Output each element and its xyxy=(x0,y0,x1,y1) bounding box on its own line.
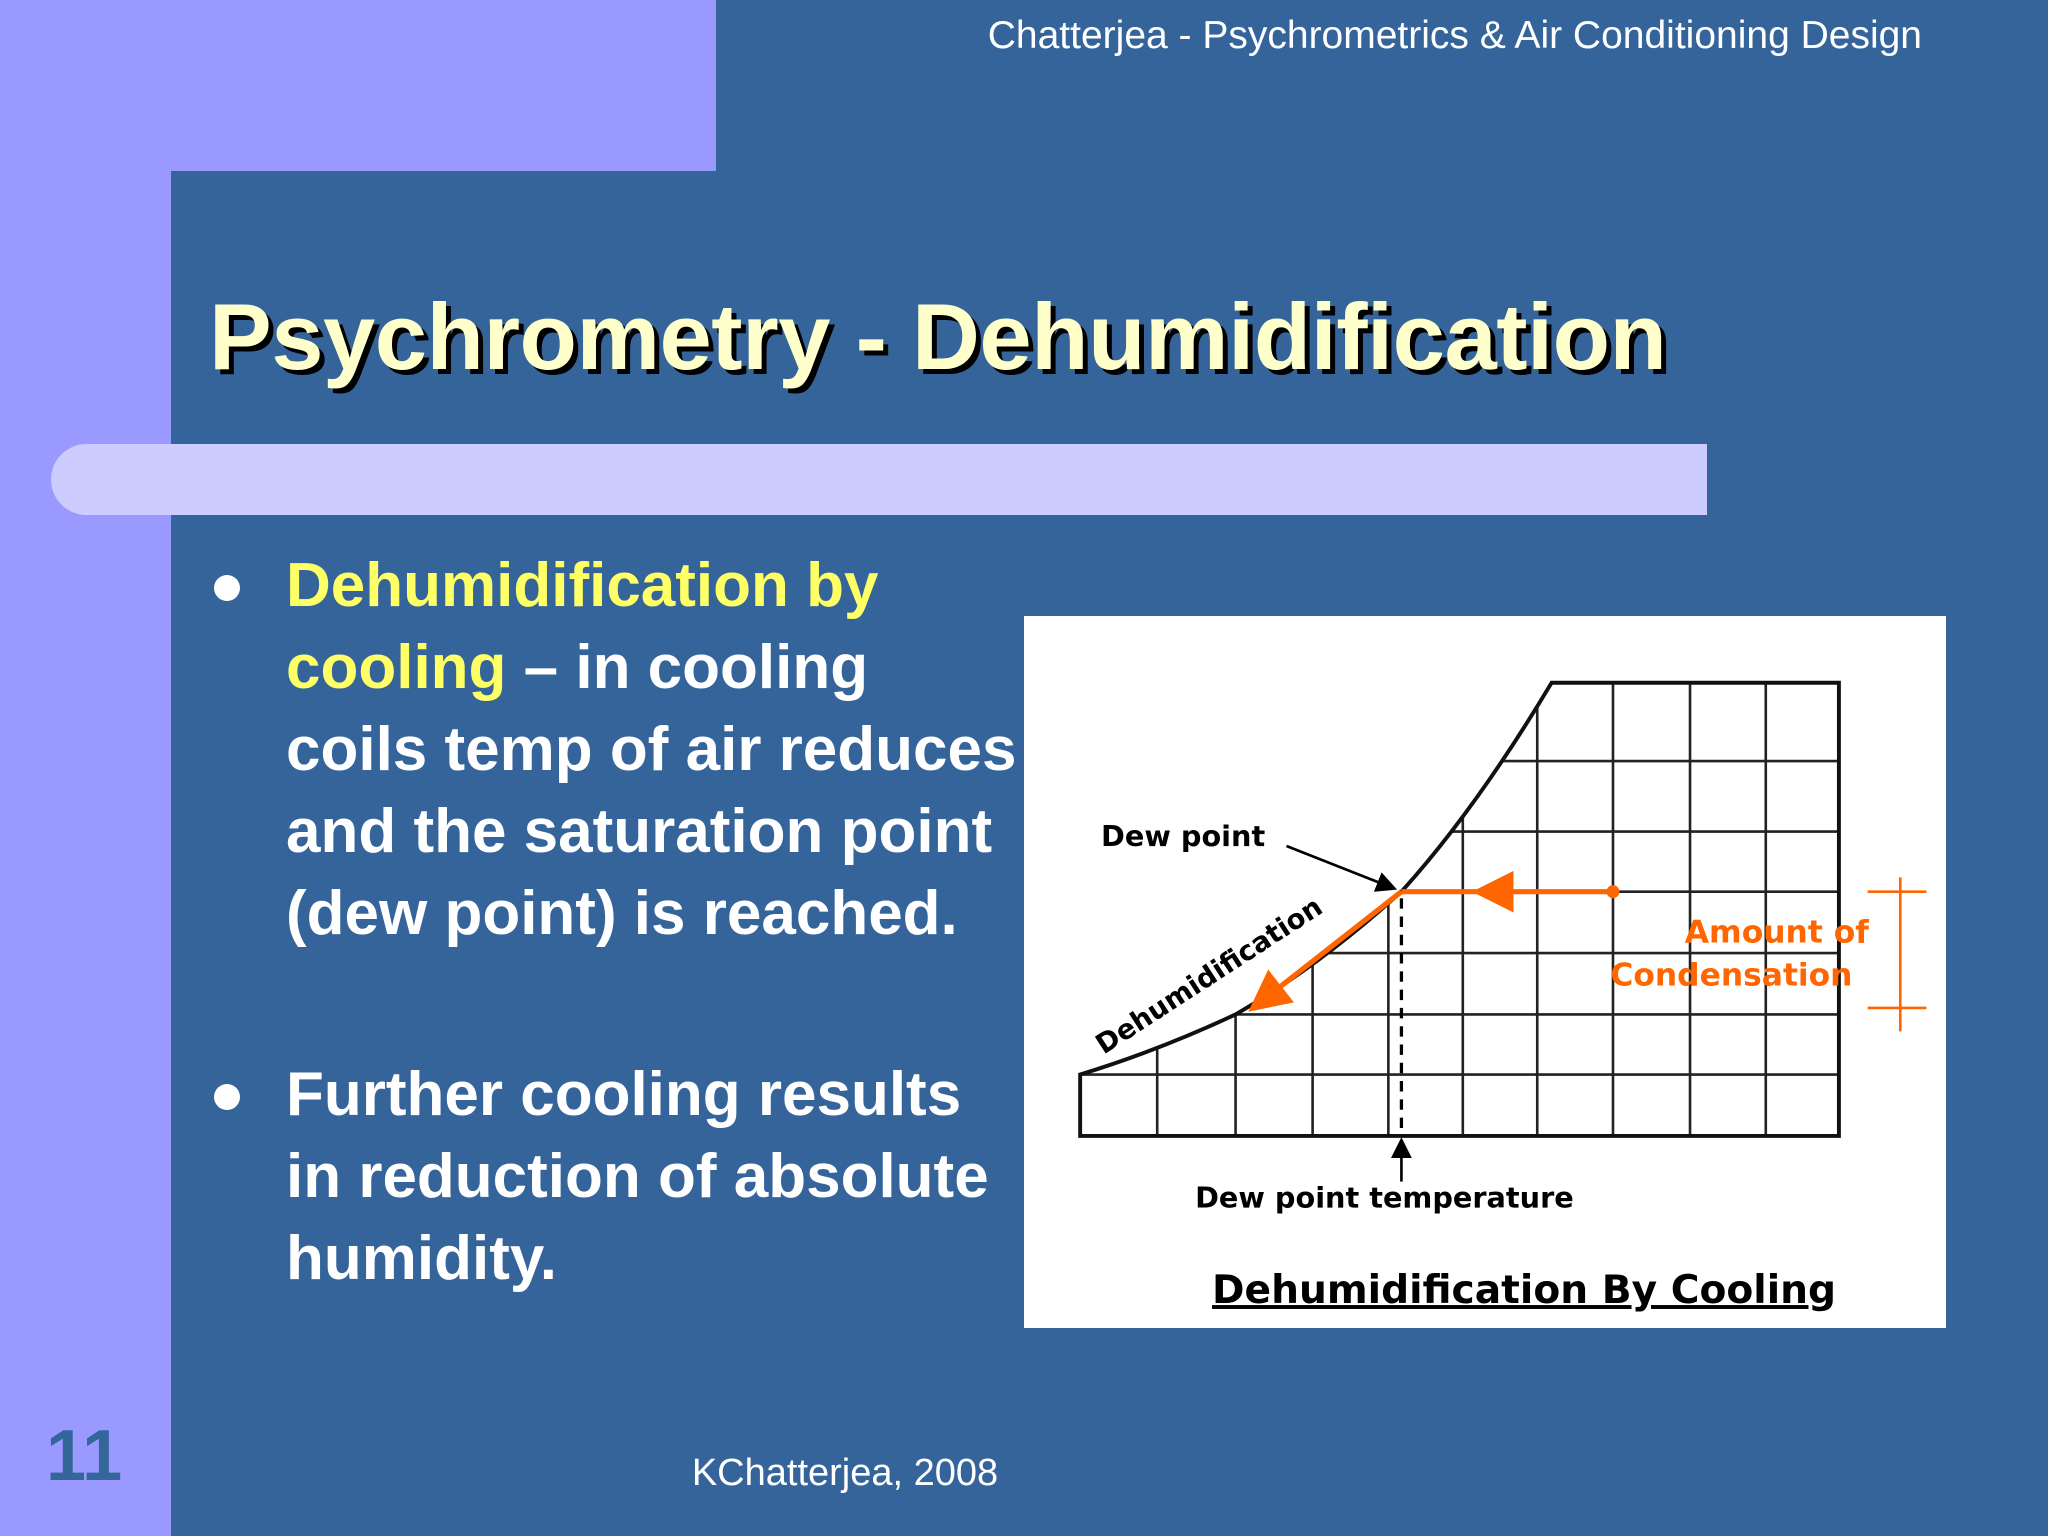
slide-title: Psychrometry - Dehumidification xyxy=(209,284,1667,389)
bracket xyxy=(1867,877,1927,1032)
bullet: Dehumidification by cooling – in cooling… xyxy=(212,545,1022,955)
footer: KChatterjea, 2008 xyxy=(691,1452,999,1494)
bullet: Further cooling results in reduction of … xyxy=(212,1054,1022,1300)
arrow xyxy=(1286,844,1398,892)
dehumid-arrow xyxy=(1248,889,1404,1012)
chart-outline xyxy=(1078,680,1841,1138)
bullet-highlight: Dehumidification by cooling xyxy=(286,551,879,702)
start-point xyxy=(1606,885,1620,899)
title-bar xyxy=(51,444,1707,515)
slide-number: 11 xyxy=(46,1416,123,1496)
rounded-corner xyxy=(171,171,241,241)
label: Dew point xyxy=(1101,819,1265,853)
label: Dew point temperature xyxy=(1195,1181,1574,1215)
bullet-text: Further cooling results in reduction of … xyxy=(286,1060,989,1293)
label: Amount of xyxy=(1685,915,1869,951)
psychrometric-diagram: Dew point Dehumidification Amount of Con… xyxy=(1078,680,1927,1313)
side-strip xyxy=(0,0,171,1536)
bullet-text: – in cooling coils temp of air reduces a… xyxy=(286,633,1017,948)
header: Chatterjea - Psychrometrics & Air Condit… xyxy=(987,14,1922,57)
top-block xyxy=(0,0,716,171)
diagram: Dew point Dehumidification Amount of Con… xyxy=(1024,616,1946,1328)
caption: Dehumidification By Cooling xyxy=(1212,1268,1836,1313)
label: Condensation xyxy=(1610,958,1852,994)
